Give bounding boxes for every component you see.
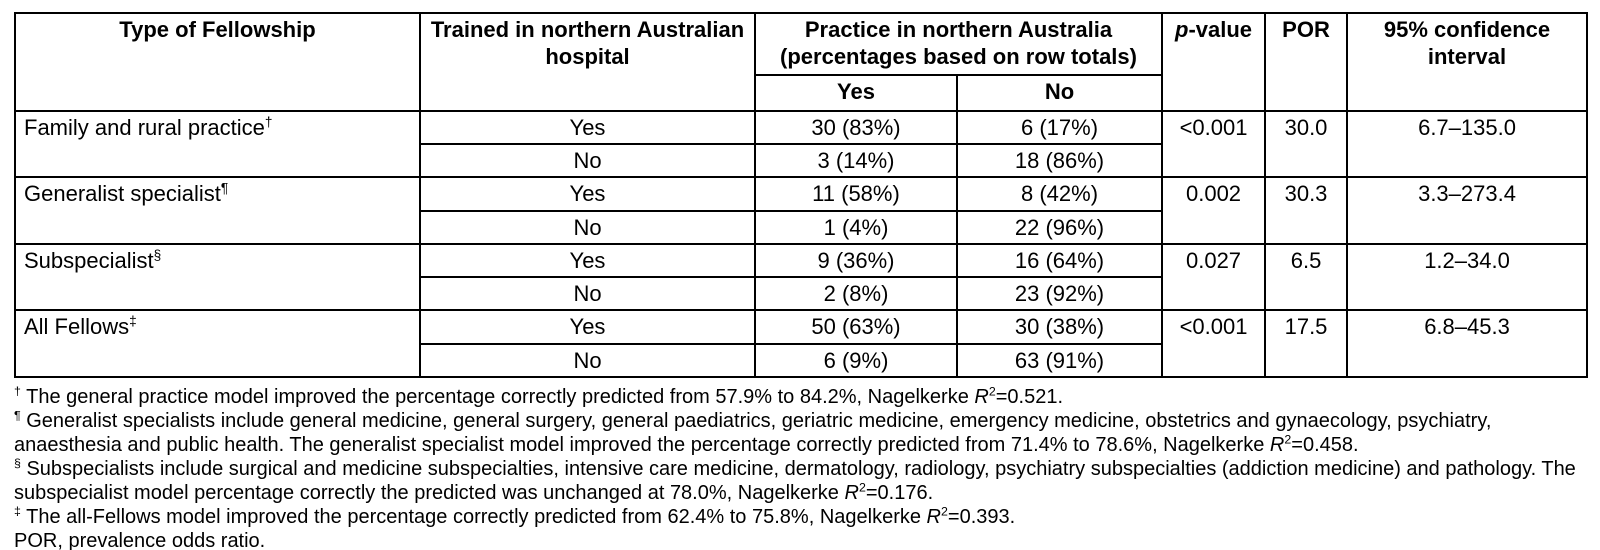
practice-no-cell: 30 (38%) (955, 309, 1164, 345)
practice-no-cell: 16 (64%) (955, 242, 1164, 279)
col-header-practice-group: Practice in northern Australia (percenta… (753, 12, 1164, 76)
table-row: Generalist specialist¶ Yes 11 (58%) 8 (4… (14, 176, 1589, 245)
practice-yes-cell: 6 (9%) (754, 342, 958, 379)
col-header-p-value: p-value (1161, 12, 1267, 112)
table-row: Family and rural practice† Yes 30 (83%) … (14, 109, 1589, 179)
ci-cell: 6.7–135.0 (1346, 109, 1589, 179)
fellowship-type-cell: Family and rural practice† (14, 109, 421, 179)
ci-cell: 1.2–34.0 (1346, 242, 1589, 312)
trained-cell: Yes (419, 109, 756, 145)
footnote-por-abbrev: POR, prevalence odds ratio. (14, 530, 266, 550)
fellowship-type-cell: Subspecialist§ (14, 242, 421, 312)
col-header-fellowship-type: Type of Fellowship (14, 12, 421, 112)
practice-no-cell: 63 (91%) (955, 342, 1164, 379)
table-row: No 2 (8%) 23 (92%) (15, 276, 1587, 312)
trained-cell: No (419, 342, 756, 379)
practice-yes-cell: 3 (14%) (754, 142, 958, 179)
fellowship-type-cell: Generalist specialist¶ (14, 176, 421, 245)
footnote-double-dagger: ‡ The all-Fellows model improved the per… (14, 504, 1016, 529)
trained-cell: Yes (419, 176, 756, 212)
col-header-por: POR (1264, 12, 1349, 112)
p-value-cell: 0.027 (1161, 242, 1267, 312)
col-subheader-yes: Yes (754, 73, 958, 112)
table-row: Subspecialist§ Yes 9 (36%) 16 (64%) 0.02… (14, 242, 1589, 312)
trained-cell: No (419, 142, 756, 179)
practice-yes-cell: 50 (63%) (754, 309, 958, 345)
practice-no-cell: 18 (86%) (955, 142, 1164, 179)
trained-cell: No (419, 209, 756, 245)
col-subheader-no: No (955, 73, 1164, 112)
footnote-dagger: † The general practice model improved th… (14, 384, 1064, 409)
por-cell: 30.0 (1264, 109, 1349, 179)
footnote-pilcrow: ¶ Generalist specialists include general… (14, 408, 1492, 457)
table-row: No 1 (4%) 22 (96%) (15, 209, 1587, 245)
col-header-ci: 95% confidence interval (1346, 12, 1589, 112)
practice-no-cell: 22 (96%) (955, 209, 1164, 245)
practice-yes-cell: 2 (8%) (754, 276, 958, 312)
ci-cell: 6.8–45.3 (1346, 309, 1589, 379)
fellowship-type-cell: All Fellows‡ (14, 309, 421, 379)
trained-cell: Yes (419, 242, 756, 279)
practice-yes-cell: 9 (36%) (754, 242, 958, 279)
por-cell: 6.5 (1264, 242, 1349, 312)
p-value-cell: <0.001 (1161, 109, 1267, 179)
practice-no-cell: 8 (42%) (955, 176, 1164, 212)
practice-no-cell: 6 (17%) (955, 109, 1164, 145)
col-header-trained: Trained in northern Australian hospital (419, 12, 756, 112)
por-cell: 17.5 (1264, 309, 1349, 379)
p-value-cell: <0.001 (1161, 309, 1267, 379)
practice-yes-cell: 30 (83%) (754, 109, 958, 145)
footnote-section: § Subspecialists include surgical and me… (14, 456, 1576, 505)
table-row: No 3 (14%) 18 (86%) (15, 142, 1587, 179)
footnotes-block: † The general practice model improved th… (14, 385, 1586, 550)
practice-yes-cell: 11 (58%) (754, 176, 958, 212)
results-table: Type of Fellowship Trained in northern A… (14, 12, 1589, 379)
practice-no-cell: 23 (92%) (955, 276, 1164, 312)
trained-cell: Yes (419, 309, 756, 345)
table-row: All Fellows‡ Yes 50 (63%) 30 (38%) <0.00… (14, 309, 1589, 379)
table-row: No 6 (9%) 63 (91%) (15, 342, 1587, 379)
ci-cell: 3.3–273.4 (1346, 176, 1589, 245)
p-value-cell: 0.002 (1161, 176, 1267, 245)
practice-yes-cell: 1 (4%) (754, 209, 958, 245)
trained-cell: No (419, 276, 756, 312)
por-cell: 30.3 (1264, 176, 1349, 245)
